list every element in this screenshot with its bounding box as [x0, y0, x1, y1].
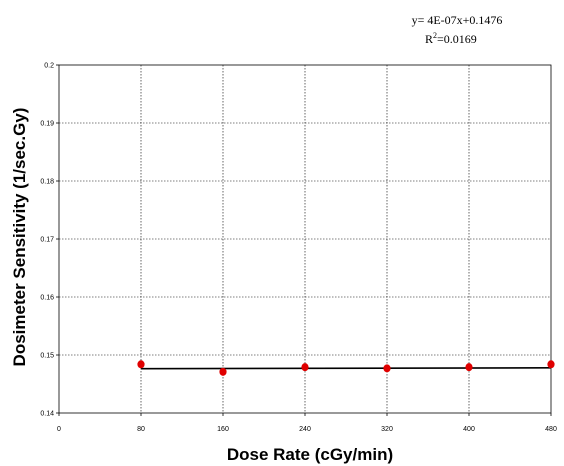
data-point: [383, 364, 391, 373]
data-point: [137, 360, 145, 369]
y-axis-ticks: 0.14 0.15 0.16 0.17 0.18 0.19 0.2: [40, 63, 59, 418]
data-point: [219, 367, 227, 376]
y-axis-title: Dosimeter Sensitivity (1/sec.Gy): [10, 108, 29, 367]
x-tick-label: 80: [137, 426, 145, 433]
gridlines: [59, 65, 551, 413]
y-tick-label: 0.2: [44, 63, 54, 70]
y-tick-label: 0.16: [40, 295, 54, 302]
x-tick-label: 0: [57, 426, 61, 433]
x-tick-label: 160: [217, 426, 229, 433]
y-tick-label: 0.17: [40, 237, 54, 244]
trendline: [140, 367, 552, 370]
x-tick-label: 480: [545, 426, 557, 433]
trendline-equation: y= 4E-07x+0.1476: [412, 13, 503, 27]
x-axis-title: Dose Rate (cGy/min): [227, 445, 393, 464]
x-tick-label: 400: [463, 426, 475, 433]
trendline-layer: [140, 367, 552, 370]
y-tick-label: 0.18: [40, 179, 54, 186]
x-tick-label: 240: [299, 426, 311, 433]
data-point: [301, 363, 309, 372]
x-tick-label: 320: [381, 426, 393, 433]
y-tick-label: 0.19: [40, 121, 54, 128]
data-points: [137, 360, 555, 376]
data-point: [547, 360, 555, 369]
r-squared-label: R2=0.0169: [425, 31, 477, 46]
data-point: [465, 363, 473, 372]
x-axis-ticks: 0 80 160 240 320 400 480: [57, 413, 557, 433]
y-tick-label: 0.15: [40, 353, 54, 360]
y-tick-label: 0.14: [40, 411, 54, 418]
